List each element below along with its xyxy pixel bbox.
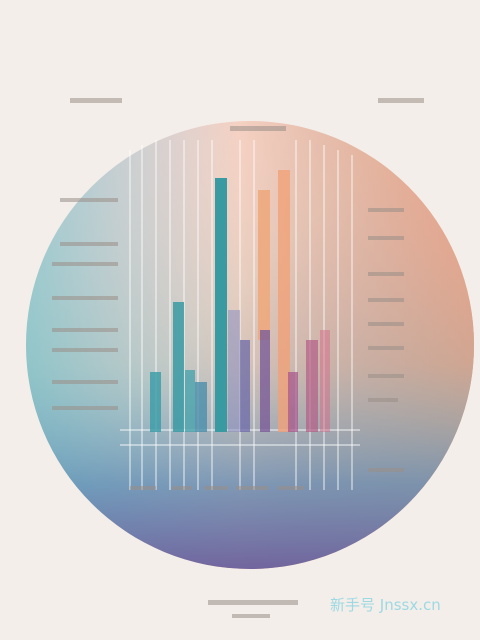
- bars: [150, 170, 330, 432]
- watermark: 新手号 Jnssx.cn: [330, 596, 441, 614]
- label-shapes: [52, 98, 424, 618]
